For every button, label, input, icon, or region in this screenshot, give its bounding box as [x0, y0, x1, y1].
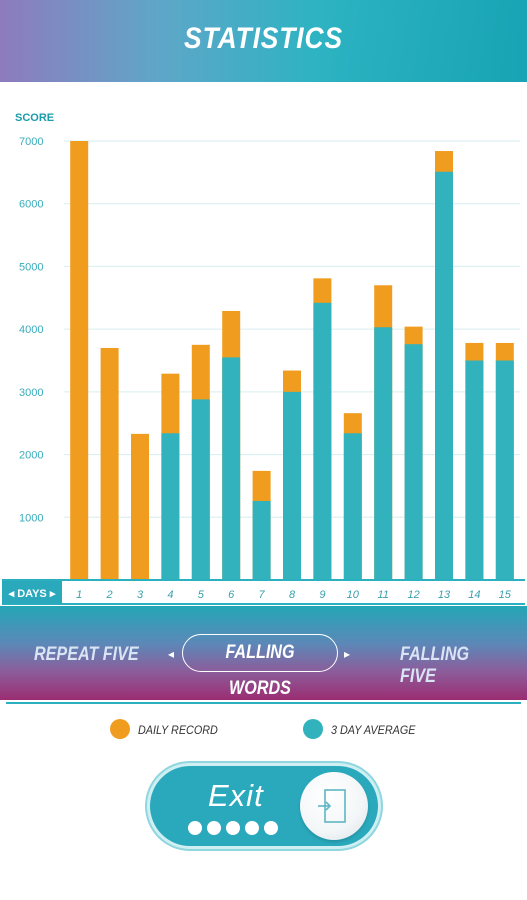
- x-tick-label: 1: [76, 589, 82, 601]
- bar-daily-record: [131, 433, 149, 580]
- x-tick-label: 5: [198, 589, 205, 601]
- bar-three-day-average: [374, 327, 393, 580]
- bar-three-day-average: [495, 360, 514, 580]
- x-tick-label: 7: [259, 589, 266, 601]
- bar-three-day-average: [343, 433, 362, 580]
- bar-daily-record: [70, 141, 89, 580]
- bar-three-day-average: [283, 391, 301, 580]
- y-tick-label: 2000: [19, 450, 43, 462]
- exit-button[interactable]: Exit: [150, 766, 378, 846]
- progress-dot: [207, 821, 221, 835]
- progress-dot: [226, 821, 240, 835]
- bar-three-day-average: [404, 344, 423, 580]
- header-bar: STATISTICS: [0, 0, 527, 82]
- legend-teal-dot-icon: [303, 719, 323, 739]
- progress-dot: [245, 821, 259, 835]
- progress-dots: [188, 821, 283, 840]
- y-tick-label: 1000: [19, 512, 43, 524]
- exit-button-label: Exit: [208, 778, 264, 813]
- y-axis-label: SCORE: [15, 112, 54, 124]
- bar-three-day-average: [222, 357, 241, 580]
- x-tick-label: 14: [468, 589, 480, 601]
- bar-three-day-average: [191, 399, 210, 580]
- bar-three-day-average: [313, 302, 332, 580]
- legend-label: 3 DAY AVERAGE: [331, 723, 416, 737]
- y-tick-label: 4000: [19, 324, 43, 336]
- y-tick-label: 5000: [19, 261, 43, 273]
- x-tick-label: 12: [407, 589, 419, 601]
- page-title: STATISTICS: [184, 22, 343, 55]
- bar-three-day-average: [465, 360, 484, 580]
- days-tab-background: [2, 581, 62, 604]
- x-tick-label: 2: [106, 589, 113, 601]
- x-tick-label: 3: [137, 589, 144, 601]
- y-tick-label: 3000: [19, 387, 43, 399]
- x-tick-label: 4: [167, 589, 173, 601]
- x-tick-label: 9: [319, 589, 325, 601]
- x-axis-label: ◂ DAYS ▸: [8, 588, 56, 600]
- bar-three-day-average: [435, 171, 453, 580]
- divider: [6, 702, 521, 704]
- y-tick-label: 7000: [19, 136, 43, 148]
- progress-dot: [188, 821, 202, 835]
- x-tick-label: 10: [347, 589, 360, 601]
- game-mode-selector: REPEAT FIVE ◂ FALLING WORDS ▸ FALLING FI…: [0, 606, 527, 700]
- bar-three-day-average: [252, 500, 271, 580]
- legend-label: DAILY RECORD: [138, 723, 218, 737]
- bar-daily-record: [100, 347, 119, 580]
- days-axis-tab: ◂ DAYS ▸: [2, 581, 62, 604]
- legend-orange-dot-icon: [110, 719, 130, 739]
- mode-option-falling-words-selected[interactable]: FALLING WORDS: [182, 634, 338, 699]
- x-tick-label: 13: [438, 589, 451, 601]
- exit-slider-knob[interactable]: [300, 772, 368, 840]
- progress-dot: [264, 821, 278, 835]
- mode-option-repeat-five[interactable]: REPEAT FIVE: [34, 644, 139, 665]
- next-mode-arrow-icon[interactable]: ▸: [344, 647, 351, 661]
- mode-option-falling-five[interactable]: FALLING FIVE: [400, 644, 470, 687]
- bar-three-day-average: [161, 433, 180, 580]
- x-tick-label: 6: [228, 589, 235, 601]
- exit-door-icon: [318, 789, 346, 823]
- previous-mode-arrow-icon[interactable]: ◂: [168, 647, 175, 661]
- y-tick-label: 6000: [19, 199, 43, 211]
- x-tick-label: 11: [377, 589, 388, 601]
- x-tick-label: 15: [499, 589, 512, 601]
- header-decoration: [0, 0, 527, 82]
- x-tick-label: 8: [289, 589, 296, 601]
- selected-mode-label: FALLING WORDS: [225, 642, 295, 699]
